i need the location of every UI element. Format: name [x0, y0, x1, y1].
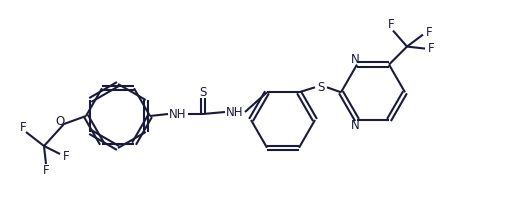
Text: F: F: [388, 18, 394, 31]
Text: F: F: [63, 149, 69, 162]
Text: NH: NH: [169, 108, 187, 121]
Text: S: S: [199, 86, 207, 99]
Text: F: F: [20, 121, 26, 134]
Text: F: F: [428, 42, 434, 55]
Text: F: F: [425, 26, 432, 39]
Text: N: N: [351, 118, 359, 131]
Text: N: N: [351, 53, 359, 66]
Text: NH: NH: [226, 106, 244, 118]
Text: S: S: [317, 81, 325, 94]
Text: F: F: [43, 164, 49, 177]
Text: O: O: [55, 114, 65, 127]
